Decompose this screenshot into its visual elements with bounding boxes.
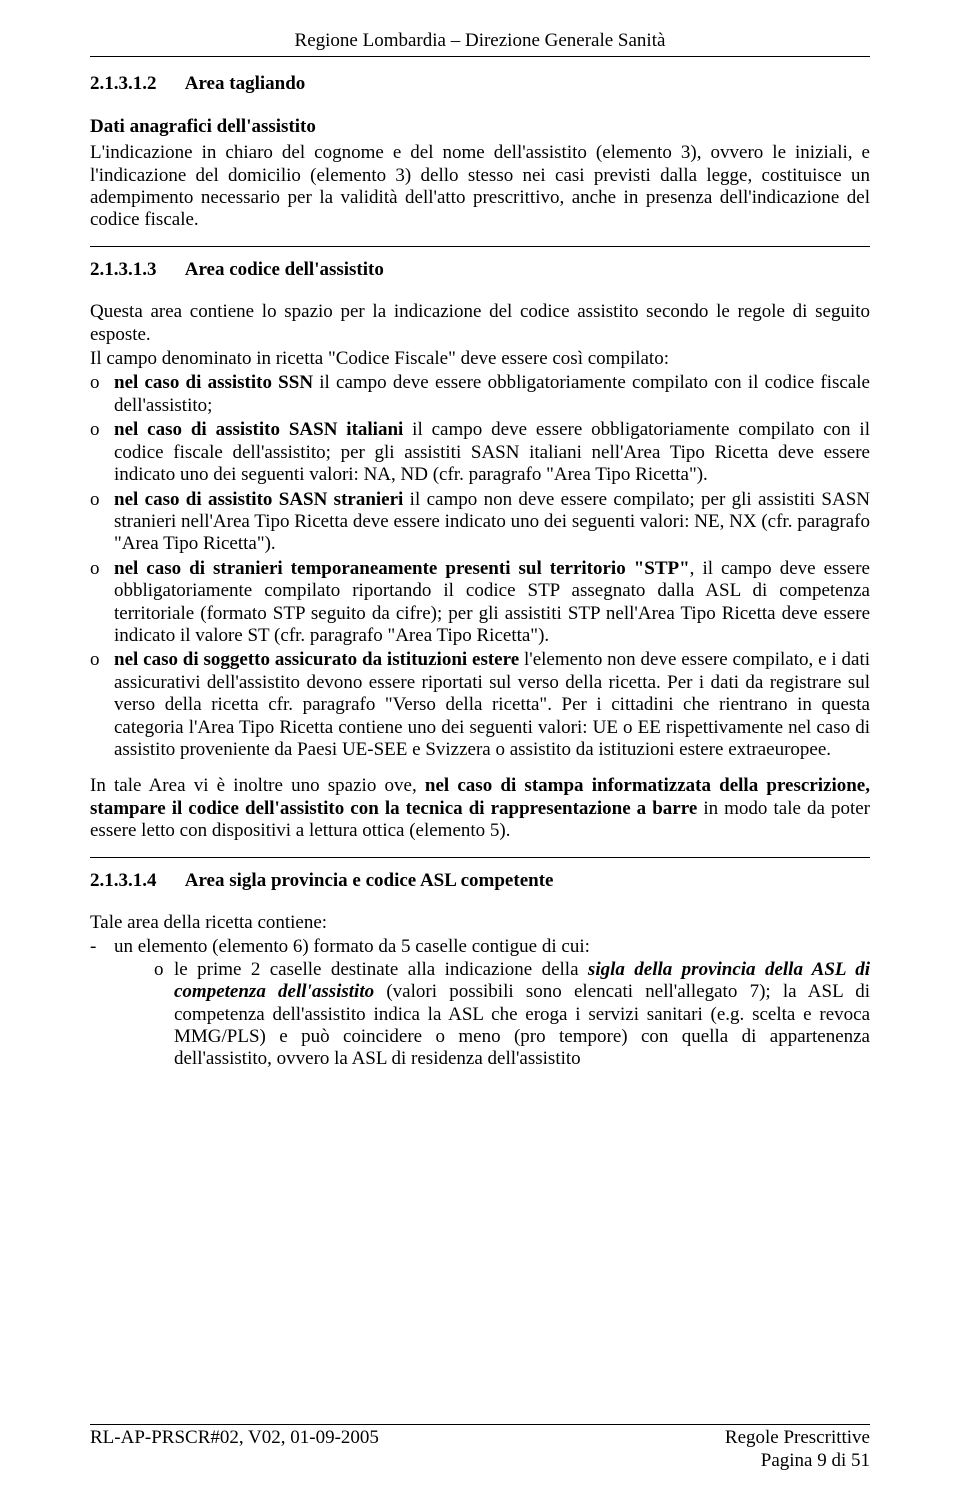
bold-run: nel caso di assistito SASN italiani [114,419,403,440]
section-title: Area tagliando [185,73,306,94]
section-heading-3-1-4: 2.1.3.1.4 Area sigla provincia e codice … [90,870,870,892]
list-item: le prime 2 caselle destinate alla indica… [114,959,870,1071]
bold-run: nel caso di stranieri temporaneamente pr… [114,558,690,579]
footer-left: RL-AP-PRSCR#02, V02, 01-09-2005 [90,1427,379,1472]
list-item: nel caso di soggetto assicurato da istit… [90,649,870,761]
footer-right-line2: Pagina 9 di 51 [725,1450,870,1472]
section-title: Area sigla provincia e codice ASL compet… [185,870,554,891]
footer-right-line1: Regole Prescrittive [725,1427,870,1449]
text-run: un elemento (elemento 6) formato da 5 ca… [114,936,590,957]
paragraph: Il campo denominato in ricetta "Codice F… [90,348,870,370]
section-number: 2.1.3.1.3 [90,259,180,281]
paragraph: Tale area della ricetta contiene: [90,912,870,934]
bold-run: nel caso di soggetto assicurato da istit… [114,649,519,670]
paragraph: Questa area contiene lo spazio per la in… [90,301,870,346]
bullet-list: nel caso di assistito SSN il campo deve … [90,372,870,761]
section-title: Area codice dell'assistito [185,259,384,280]
list-item: nel caso di assistito SASN italiani il c… [90,419,870,486]
list-item: nel caso di assistito SASN stranieri il … [90,489,870,556]
section-number: 2.1.3.1.4 [90,870,180,892]
bold-run: nel caso di assistito SSN [114,372,313,393]
section-heading-3-1-3: 2.1.3.1.3 Area codice dell'assistito [90,259,870,281]
header-rule [90,56,870,57]
list-item: nel caso di assistito SSN il campo deve … [90,372,870,417]
dash-list: un elemento (elemento 6) formato da 5 ca… [90,936,870,1070]
running-header: Regione Lombardia – Direzione Generale S… [90,30,870,52]
paragraph: In tale Area vi è inoltre uno spazio ove… [90,775,870,842]
footer-right: Regole Prescrittive Pagina 9 di 51 [725,1427,870,1472]
sub-list: le prime 2 caselle destinate alla indica… [114,959,870,1071]
list-item: nel caso di stranieri temporaneamente pr… [90,558,870,648]
section-number: 2.1.3.1.2 [90,73,180,95]
text-run: In tale Area vi è inoltre uno spazio ove… [90,775,425,796]
section-heading-3-1-2: 2.1.3.1.2 Area tagliando [90,73,870,95]
footer-rule [90,1424,870,1425]
page: Regione Lombardia – Direzione Generale S… [0,0,960,1508]
bold-run: nel caso di assistito SASN stranieri [114,489,403,510]
divider [90,246,870,247]
list-item: un elemento (elemento 6) formato da 5 ca… [90,936,870,1070]
page-footer: RL-AP-PRSCR#02, V02, 01-09-2005 Regole P… [90,1424,870,1472]
divider [90,857,870,858]
text-run: le prime 2 caselle destinate alla indica… [174,959,588,980]
sub-heading: Dati anagrafici dell'assistito [90,116,870,138]
paragraph: L'indicazione in chiaro del cognome e de… [90,142,870,232]
